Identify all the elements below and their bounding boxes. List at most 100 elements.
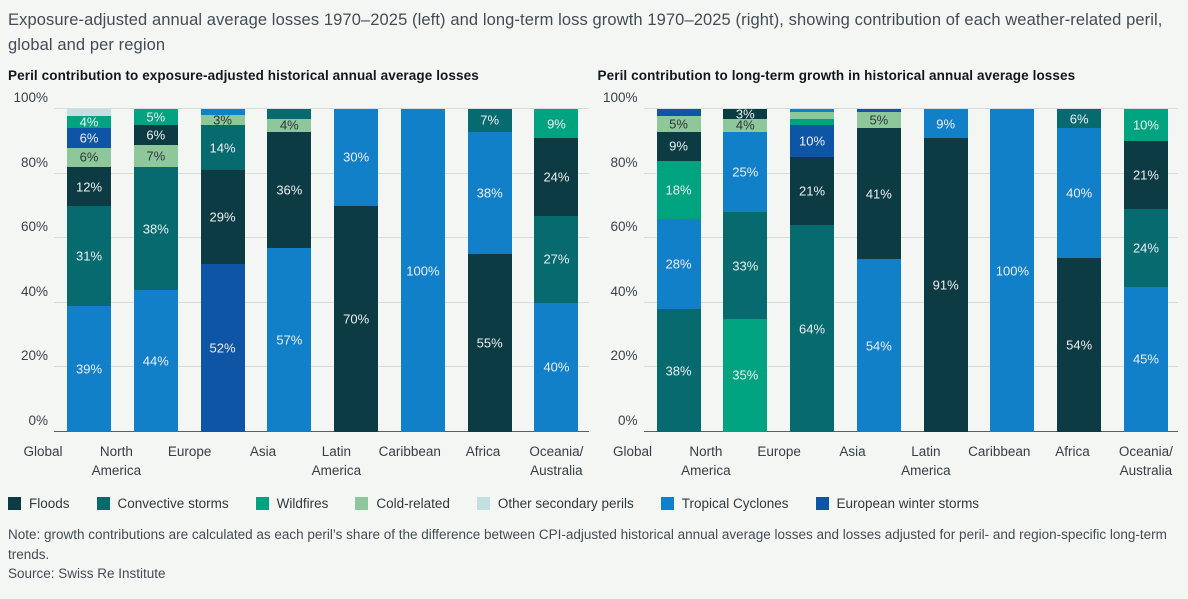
x-axis-category-label: Global <box>612 444 653 459</box>
x-axis-category-label: Oceania/ Australia <box>529 444 584 478</box>
segment-value-label: 54% <box>865 338 892 354</box>
gridline <box>54 366 589 368</box>
x-axis-category: Europe <box>168 442 212 480</box>
x-axis-category: North America <box>681 442 731 480</box>
segment-value-label: 24% <box>543 169 570 185</box>
legend-swatch-other <box>476 497 490 510</box>
segment-value-label: 39% <box>75 361 103 377</box>
bar-asia: 57% 36% 4% <box>267 109 312 432</box>
note-text: Note: growth contributions are calculate… <box>8 527 1167 562</box>
segment-value-label: 45% <box>1132 351 1159 367</box>
bar-segment-cold: 6% <box>67 147 111 168</box>
legend-item-label: Tropical Cyclones <box>681 496 789 511</box>
bar-segment-floods: 54% <box>1057 257 1102 432</box>
segment-value-label: 25% <box>732 164 759 180</box>
x-axis-category: Caribbean <box>968 442 1030 480</box>
gridline <box>643 237 1178 239</box>
chart-title: Peril contribution to exposure-adjusted … <box>8 68 479 83</box>
legend-item-convective: Convective storms <box>96 496 229 511</box>
segment-value-label: 10% <box>1132 117 1159 133</box>
legend-item-tropical: Tropical Cyclones <box>660 496 789 511</box>
bar-segment-cold <box>790 112 835 119</box>
gridline <box>643 172 1178 174</box>
segment-value-label: 5% <box>869 112 889 128</box>
x-axis-category: Global <box>611 442 655 480</box>
bar-segment-tropical: 40% <box>534 302 579 432</box>
bar-segment-convective <box>267 109 312 119</box>
legend-item-label: Wildfires <box>276 496 329 511</box>
segment-value-label: 40% <box>1066 185 1093 201</box>
bar-north-america: 35% 33% 25% 4% 3% <box>723 107 768 432</box>
bar-segment-floods: 24% <box>534 138 579 216</box>
bar-north-america: 44% 38% 7% 6% 5% <box>133 109 178 432</box>
x-axis-category-label: Latin America <box>901 444 951 478</box>
y-axis-tick: 40% <box>20 283 48 299</box>
bar-segment-cold: 4% <box>723 119 768 132</box>
x-axis-category-label: Asia <box>839 444 866 459</box>
segment-value-label: 12% <box>75 179 103 195</box>
y-axis: 0% 20% 40% 60% 80% 100% <box>598 91 644 432</box>
segment-value-label: 100% <box>995 263 1030 278</box>
legend: Floods Convective storms Wildfires Cold-rel… <box>8 496 1178 511</box>
x-axis-category: Latin America <box>312 442 362 480</box>
bar-segment-floods: 36% <box>267 131 312 248</box>
legend-swatch-cold <box>355 497 369 510</box>
gridline <box>643 366 1178 368</box>
bar-segment-floods: 41% <box>856 128 901 260</box>
bar-segment-tropical: 100% <box>990 109 1035 432</box>
bars-layer: 38% 28% 18% 9% 5% 35% 33% 25% 4% 3% 64% 21% 10% 54% 41… <box>644 107 1179 432</box>
x-axis-category: Asia <box>831 442 875 480</box>
x-axis-labels: Global North America Europe Asia Latin Ameri… <box>8 442 589 480</box>
chart-body: 0% 20% 40% 60% 80% 100% 39% 31% 12% 6% 6% 4% 44% 38% 7… <box>8 91 589 432</box>
bar-segment-winter: 52% <box>200 264 245 432</box>
x-axis-category: Oceania/ Australia <box>529 442 583 480</box>
segment-value-label: 27% <box>543 251 570 267</box>
bar-segment-floods: 70% <box>334 205 379 432</box>
y-axis-tick: 60% <box>20 219 48 235</box>
segment-value-label: 57% <box>276 332 303 348</box>
legend-item-label: Other secondary perils <box>497 496 634 511</box>
bar-segment-floods: 3% <box>723 107 768 120</box>
segment-value-label: 4% <box>735 117 755 133</box>
figure-caption: Exposure-adjusted annual average losses … <box>8 11 1163 54</box>
bar-segment-wildfires: 5% <box>133 109 178 126</box>
bar-segment-tropical: 57% <box>267 247 312 432</box>
bar-oceania-australia: 40% 27% 24% 9% <box>534 109 579 432</box>
plot-area: 38% 28% 18% 9% 5% 35% 33% 25% 4% 3% 64% 21% 10% 54% 41… <box>643 107 1179 432</box>
segment-value-label: 38% <box>142 221 169 237</box>
gridline <box>54 108 589 109</box>
segment-value-label: 14% <box>209 140 236 156</box>
plot-area: 39% 31% 12% 6% 6% 4% 44% 38% 7% 6% 5% 52% 29% 14% 3% 57… <box>54 108 589 432</box>
bar-europe: 64% 21% 10% <box>790 109 835 432</box>
segment-value-label: 9% <box>669 138 688 154</box>
segment-value-label: 40% <box>543 359 570 375</box>
bar-latin-america: 70% 30% <box>334 109 379 432</box>
bar-global: 38% 28% 18% 9% 5% <box>656 109 701 432</box>
bar-segment-floods: 9% <box>656 131 701 161</box>
bar-latin-america: 91% 9% <box>923 109 968 432</box>
x-axis-category: Oceania/ Australia <box>1119 442 1173 480</box>
x-axis-category-label: Global <box>23 444 63 459</box>
segment-value-label: 64% <box>799 321 826 337</box>
segment-value-label: 21% <box>1132 167 1159 183</box>
x-axis-category-label: Africa <box>465 444 501 459</box>
y-axis-tick: 0% <box>28 413 48 428</box>
x-axis-category: Asia <box>241 442 285 480</box>
x-axis-category: North America <box>92 442 142 480</box>
bar-segment-tropical: 38% <box>467 131 512 255</box>
bar-segment-floods: 21% <box>790 157 835 226</box>
legend-item-label: Cold-related <box>376 496 450 511</box>
segment-value-label: 28% <box>665 256 692 272</box>
bar-oceania-australia: 45% 24% 21% 10% <box>1123 109 1168 432</box>
segment-value-label: 33% <box>732 258 759 274</box>
bar-segment-winter: 10% <box>790 125 835 158</box>
charts-container: Peril contribution to exposure-adjusted … <box>8 68 1178 480</box>
chart-panel-left: Peril contribution to exposure-adjusted … <box>8 68 589 480</box>
x-axis-category-label: Africa <box>1055 444 1090 459</box>
segment-value-label: 3% <box>735 106 755 122</box>
segment-value-label: 31% <box>75 248 103 264</box>
bar-segment-tropical: 40% <box>1057 128 1102 258</box>
bar-segment-cold: 5% <box>856 112 901 129</box>
segment-value-label: 55% <box>476 335 503 351</box>
segment-value-label: 18% <box>665 182 692 198</box>
